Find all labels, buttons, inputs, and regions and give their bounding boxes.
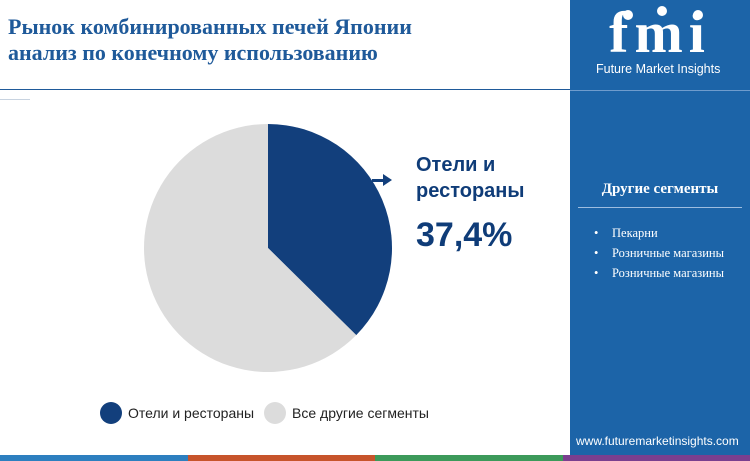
callout-arrow-line: [372, 179, 384, 182]
segment-item: Пекарни: [590, 224, 740, 242]
segments-list: Пекарни Розничные магазины Розничные маг…: [590, 224, 740, 284]
logo-globe-icon: [657, 6, 667, 16]
logo-globe-icon: [693, 10, 703, 20]
legend-label-others: Все другие сегменты: [292, 405, 429, 421]
website-link[interactable]: www.futuremarketinsights.com: [576, 434, 739, 448]
logo-wordmark: fmi: [609, 0, 711, 65]
legend-swatch-others: [264, 402, 287, 424]
bottom-bar-segment: [187, 455, 375, 461]
title-line-1: Рынок комбинированных печей Японии: [8, 14, 412, 39]
legend-item-others: Все другие сегменты: [264, 402, 429, 424]
sidebar-panel: fmi Future Market Insights Другие сегмен…: [570, 0, 750, 455]
pie-slice-1: [143, 124, 357, 373]
title-line-2: анализ по конечному использованию: [8, 40, 378, 65]
sidebar-divider: [570, 90, 750, 91]
pie-chart: [143, 124, 392, 373]
fmi-logo: fmi: [609, 0, 711, 65]
callout-arrow-icon: [383, 174, 392, 186]
segment-item: Розничные магазины: [590, 264, 740, 282]
pie-slice-0: [268, 124, 392, 336]
legend-swatch-hotels: [100, 402, 122, 424]
segments-title: Другие сегменты: [601, 181, 719, 197]
callout-label: Отели и рестораны: [416, 154, 525, 202]
bottom-bar-segment: [0, 455, 188, 461]
bottom-color-bar: [0, 455, 750, 461]
legend-item-hotels: Отели и рестораны: [100, 402, 254, 424]
logo-subtitle: Future Market Insights: [596, 62, 721, 76]
bottom-bar-segment: [562, 455, 750, 461]
callout-value: 37,4%: [416, 216, 513, 254]
chart-title: Рынок комбинированных печей Японии анали…: [8, 14, 548, 66]
bottom-bar-segment: [375, 455, 563, 461]
decorative-rule: [0, 99, 30, 100]
title-divider: [0, 89, 570, 90]
segment-item: Розничные магазины: [590, 244, 740, 262]
segments-divider: [578, 207, 742, 208]
chart-legend: Отели и рестораны Все другие сегменты: [100, 400, 439, 426]
logo-globe-icon: [623, 10, 633, 20]
legend-label-hotels: Отели и рестораны: [128, 405, 255, 421]
